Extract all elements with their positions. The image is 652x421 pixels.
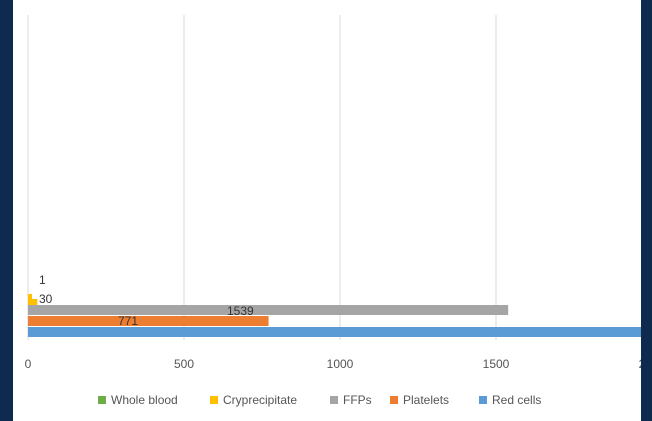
legend-swatch-platelets bbox=[390, 396, 398, 404]
legend-label-ffps: FFPs bbox=[343, 393, 372, 407]
legend-swatch-cryprecipitate bbox=[210, 396, 218, 404]
legend-swatch-red-cells bbox=[479, 396, 487, 404]
bar-cryprecipitate bbox=[28, 299, 38, 307]
legend: Whole blood Cryprecipitate FFPs Platelets Re… bbox=[98, 393, 541, 407]
x-tick-label-2000: 2000 bbox=[639, 357, 641, 371]
legend-label-whole-blood: Whole blood bbox=[111, 393, 178, 407]
data-labels: 1 30 1539 771 bbox=[39, 273, 254, 328]
bar-cryprecipitate-small bbox=[28, 294, 32, 303]
bar-red-cells bbox=[28, 327, 641, 337]
gridlines bbox=[27, 15, 497, 340]
x-tick-label-1000: 1000 bbox=[327, 357, 354, 371]
data-label-1: 1 bbox=[39, 273, 46, 287]
legend-label-platelets: Platelets bbox=[403, 393, 449, 407]
bar-ffps bbox=[28, 305, 509, 315]
legend-label-cryprecipitate: Cryprecipitate bbox=[223, 393, 297, 407]
data-label-1539: 1539 bbox=[227, 304, 254, 318]
x-axis-ticks: 05001000150020002500300035004000 bbox=[25, 357, 641, 371]
legend-swatch-ffps bbox=[330, 396, 338, 404]
data-label-30: 30 bbox=[39, 292, 53, 306]
bar-platelets bbox=[28, 316, 269, 326]
x-tick-label-0: 0 bbox=[25, 357, 32, 371]
bars bbox=[28, 294, 641, 337]
legend-swatch-whole-blood bbox=[98, 396, 106, 404]
legend-label-red-cells: Red cells bbox=[492, 393, 541, 407]
x-tick-label-1500: 1500 bbox=[483, 357, 510, 371]
x-tick-label-500: 500 bbox=[174, 357, 194, 371]
data-label-771: 771 bbox=[118, 314, 138, 328]
